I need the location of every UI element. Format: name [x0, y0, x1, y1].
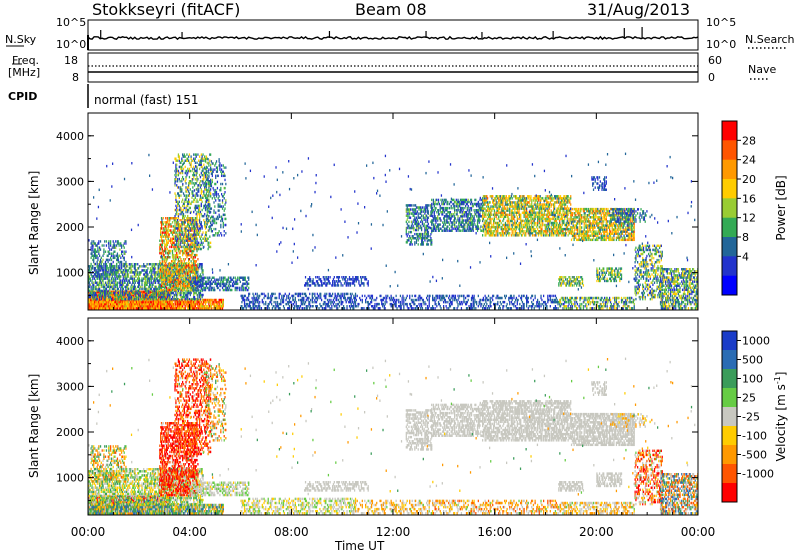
x-tick-label: 04:00	[172, 525, 207, 539]
nave-tick-low: 0	[708, 71, 715, 84]
power-colorbar: 28 24 20 16 12 8 4 Power [dB]	[721, 120, 788, 296]
nsky-tick-high: 10^5	[56, 16, 86, 29]
y-tick-label: 2000	[56, 426, 84, 439]
x-tick-label: 20:00	[579, 525, 614, 539]
freq-unit-label: [MHz]	[8, 66, 40, 79]
velocity-colorbar: 1000 500 100 25 -25 -100 -500 -1000 Velocity [m …	[721, 330, 788, 503]
y-tick-label: 3000	[56, 380, 84, 393]
y-tick-label: 4000	[56, 335, 84, 348]
freq-tick-high: 18	[64, 54, 78, 67]
nave-label: Nave	[748, 63, 776, 76]
y-tick-label: 3000	[56, 175, 84, 188]
axes: 4000 3000 2000 1000 4000 3000 2000 1000 00:00 04:…	[56, 112, 716, 539]
colorbar-tick-label: 100	[742, 373, 763, 386]
colorbar-tick-label: 25	[742, 392, 756, 405]
nave-tick-high: 60	[708, 54, 722, 67]
x-tick-label: 12:00	[376, 525, 411, 539]
nsearch-tick-high: 10^5	[706, 16, 736, 29]
nsky-label: N.Sky	[5, 33, 36, 46]
y-tick-label: 1000	[56, 267, 84, 280]
colorbar-tick-label: -25	[742, 411, 760, 424]
nsearch-tick-low: 10^0	[706, 38, 736, 51]
x-tick-label: 00:00	[681, 525, 716, 539]
power-y-axis-title: Slant Range [km]	[27, 171, 41, 275]
date-title: 31/Aug/2013	[587, 0, 690, 19]
colorbar-label: Power [dB]	[774, 175, 788, 240]
y-tick-label: 2000	[56, 221, 84, 234]
nsky-tick-low: 10^0	[56, 38, 86, 51]
x-axis-title: Time UT	[334, 539, 385, 553]
colorbar-tick-label: -500	[742, 449, 767, 462]
cpid-value: normal (fast) 151	[94, 93, 198, 107]
x-tick-label: 16:00	[477, 525, 512, 539]
velocity-y-axis-title: Slant Range [km]	[27, 374, 41, 478]
freq-tick-low: 8	[72, 71, 79, 84]
x-tick-label: 08:00	[274, 525, 309, 539]
y-tick-label: 4000	[56, 130, 84, 143]
colorbar-label: Velocity [m s-1]	[773, 372, 788, 462]
cpid-label: CPID	[8, 90, 37, 103]
nsky-panel-frame	[87, 19, 699, 51]
colorbar-tick-label: 24	[742, 154, 756, 167]
beam-title: Beam 08	[355, 0, 427, 19]
colorbar-tick-label: 8	[742, 231, 749, 244]
power-heatmap	[88, 152, 698, 310]
colorbar-tick-label: -1000	[742, 468, 774, 481]
nsearch-label: N.Search	[745, 33, 795, 46]
y-tick-label: 1000	[56, 472, 84, 485]
colorbar-tick-label: 1000	[742, 335, 770, 348]
colorbar-tick-label: 12	[742, 212, 756, 225]
colorbar-tick-label: 28	[742, 134, 756, 147]
nsky-series	[87, 27, 699, 50]
freq-panel-frame	[87, 52, 699, 83]
colorbar-tick-label: -100	[742, 430, 767, 443]
x-tick-label: 00:00	[71, 525, 106, 539]
colorbar-tick-label: 20	[742, 173, 756, 186]
colorbar-tick-label: 4	[742, 250, 749, 263]
colorbar-tick-label: 16	[742, 192, 756, 205]
velocity-heatmap	[88, 357, 698, 515]
colorbar-tick-label: 500	[742, 354, 763, 367]
station-title: Stokkseyri (fitACF)	[92, 0, 240, 19]
